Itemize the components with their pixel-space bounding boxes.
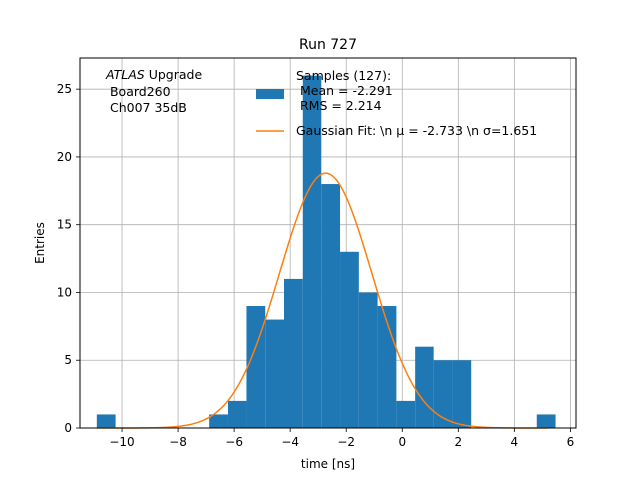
annotation-line-2: Board260 — [106, 84, 171, 99]
legend-samples-line: RMS = 2.214 — [296, 98, 382, 113]
x-tick-label: −2 — [337, 435, 355, 449]
y-axis-ticks: 0 5 10 15 20 25 — [57, 82, 80, 435]
x-tick-label: −6 — [225, 435, 243, 449]
x-axis-ticks: −10 −8 −6 −4 −2 0 2 4 6 — [109, 428, 574, 449]
histogram-bar — [433, 360, 453, 428]
legend-samples-label: Samples (127): Mean = -2.291 RMS = 2.214 — [296, 68, 393, 113]
y-tick-label: 20 — [57, 150, 72, 164]
x-tick-label: 2 — [454, 435, 462, 449]
histogram-bar — [209, 414, 228, 428]
legend: Samples (127): Mean = -2.291 RMS = 2.214… — [256, 68, 537, 138]
plot-frame — [79, 57, 577, 429]
y-tick-label: 15 — [57, 218, 72, 232]
annotation-italic: ATLAS — [105, 67, 145, 82]
x-axis-label: time [ns] — [301, 457, 355, 471]
legend-fit-label: Gaussian Fit: \n μ = -2.733 \n σ=1.651 — [296, 123, 537, 138]
y-tick-label: 0 — [64, 421, 72, 435]
histogram-bar — [321, 184, 341, 428]
histogram-bar — [302, 75, 322, 428]
x-tick-label: 6 — [567, 435, 575, 449]
histogram-bar — [284, 278, 303, 428]
legend-samples-line: Mean = -2.291 — [296, 83, 393, 98]
histogram-bars — [96, 75, 556, 428]
x-tick-label: −10 — [109, 435, 134, 449]
histogram-bar — [396, 400, 416, 428]
histogram-bar — [415, 346, 434, 428]
annotation-line-3: Ch007 35dB — [106, 100, 187, 115]
atlas-annotation: ATLAS Upgrade Board260 Ch007 35dB — [105, 67, 202, 115]
x-tick-label: −4 — [281, 435, 299, 449]
histogram-bar — [536, 414, 556, 428]
x-tick-label: 0 — [398, 435, 406, 449]
legend-samples-line: Samples (127): — [296, 68, 391, 83]
gaussian-fit-line — [96, 172, 548, 429]
legend-samples-swatch — [256, 89, 284, 99]
histogram-bar — [227, 400, 247, 428]
histogram-bar — [96, 414, 116, 428]
x-tick-label: −8 — [169, 435, 187, 449]
histogram-bar — [452, 360, 472, 428]
histogram-bar — [265, 319, 285, 428]
x-tick-label: 4 — [511, 435, 519, 449]
chart-title: Run 727 — [299, 37, 357, 53]
histogram-bar — [358, 292, 378, 428]
y-tick-label: 10 — [57, 285, 72, 299]
annotation-line-1: ATLAS Upgrade — [105, 67, 202, 82]
annotation-rest: Upgrade — [145, 67, 203, 82]
histogram-bar — [246, 306, 266, 428]
y-axis-label: Entries — [33, 222, 47, 264]
histogram-bar — [340, 251, 359, 428]
y-tick-label: 25 — [57, 82, 72, 96]
y-tick-label: 5 — [64, 353, 72, 367]
